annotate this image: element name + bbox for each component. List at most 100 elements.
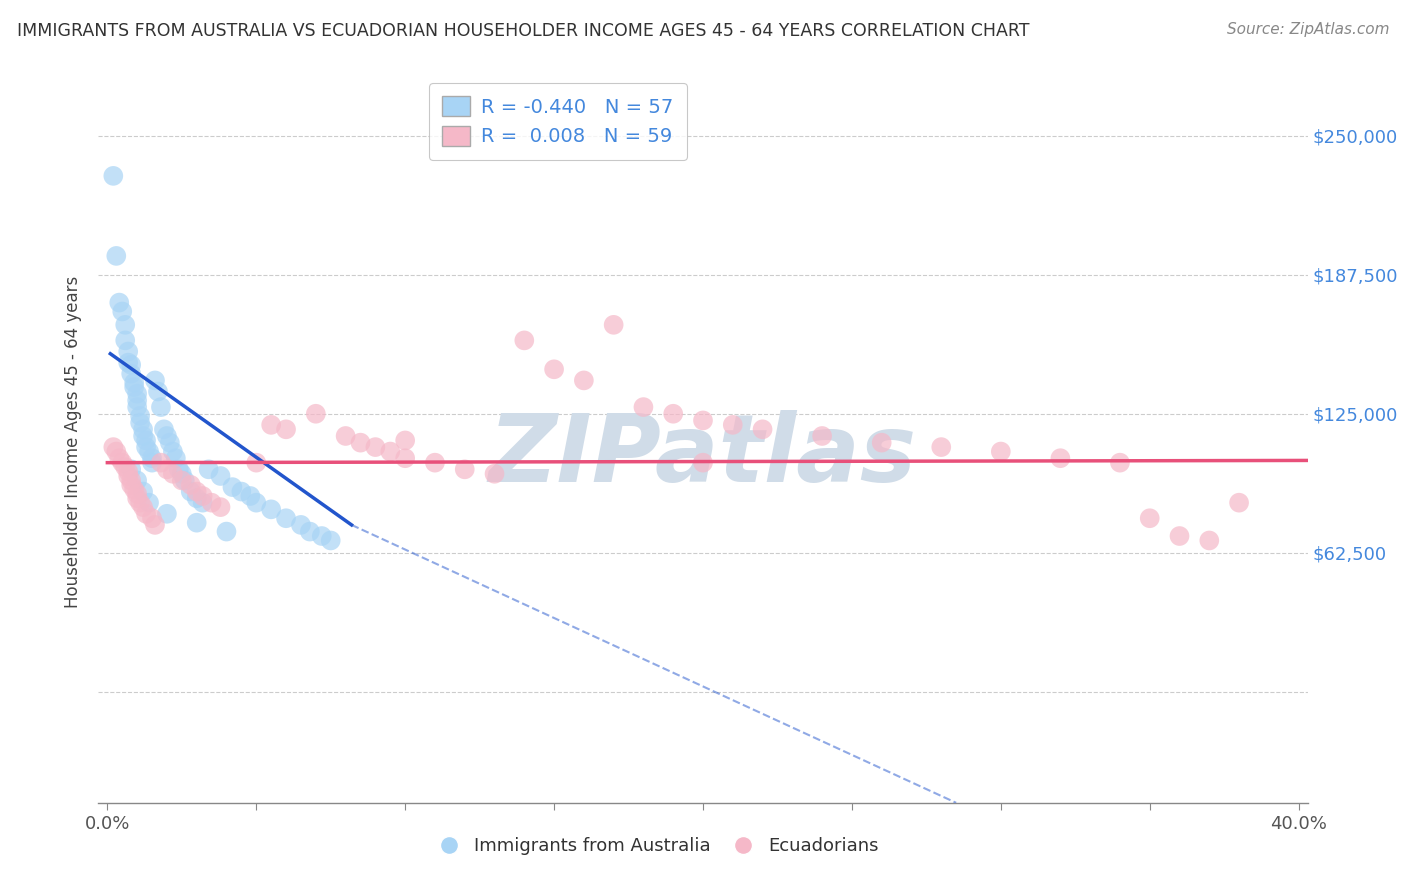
Point — [1049, 451, 1071, 466]
Point — [108, 451, 131, 466]
Point — [1198, 533, 1220, 548]
Point — [143, 373, 166, 387]
Point — [132, 429, 155, 443]
Point — [215, 524, 238, 539]
Point — [239, 489, 262, 503]
Point — [132, 422, 155, 436]
Point — [141, 451, 163, 466]
Point — [513, 334, 536, 348]
Point — [117, 344, 139, 359]
Point — [692, 456, 714, 470]
Point — [454, 462, 477, 476]
Point — [298, 524, 321, 539]
Point — [129, 496, 152, 510]
Point — [122, 376, 145, 390]
Point — [319, 533, 342, 548]
Point — [103, 440, 125, 454]
Point — [260, 417, 283, 432]
Point — [484, 467, 506, 481]
Point — [146, 384, 169, 399]
Point — [120, 478, 142, 492]
Point — [162, 444, 184, 458]
Point — [364, 440, 387, 454]
Point — [870, 435, 893, 450]
Point — [165, 451, 187, 466]
Point — [127, 386, 149, 401]
Point — [1227, 496, 1250, 510]
Point — [138, 496, 160, 510]
Point — [692, 413, 714, 427]
Point — [1109, 456, 1132, 470]
Point — [108, 295, 131, 310]
Point — [149, 400, 172, 414]
Point — [572, 373, 595, 387]
Point — [120, 367, 142, 381]
Point — [191, 489, 214, 503]
Point — [114, 334, 136, 348]
Point — [111, 304, 134, 318]
Point — [143, 517, 166, 532]
Point — [180, 478, 202, 492]
Point — [132, 484, 155, 499]
Point — [423, 456, 446, 470]
Point — [132, 500, 155, 515]
Point — [135, 507, 157, 521]
Point — [811, 429, 834, 443]
Point — [127, 487, 149, 501]
Point — [156, 507, 179, 521]
Point — [394, 434, 416, 448]
Point — [149, 456, 172, 470]
Point — [305, 407, 328, 421]
Point — [111, 456, 134, 470]
Text: IMMIGRANTS FROM AUSTRALIA VS ECUADORIAN HOUSEHOLDER INCOME AGES 45 - 64 YEARS CO: IMMIGRANTS FROM AUSTRALIA VS ECUADORIAN … — [17, 22, 1029, 40]
Point — [127, 393, 149, 408]
Point — [159, 435, 181, 450]
Point — [122, 380, 145, 394]
Point — [245, 496, 267, 510]
Point — [990, 444, 1012, 458]
Point — [543, 362, 565, 376]
Point — [173, 474, 195, 488]
Point — [117, 465, 139, 479]
Point — [186, 491, 208, 506]
Point — [751, 422, 773, 436]
Point — [129, 409, 152, 423]
Point — [231, 484, 253, 499]
Legend: Immigrants from Australia, Ecuadorians: Immigrants from Australia, Ecuadorians — [423, 830, 886, 863]
Text: Source: ZipAtlas.com: Source: ZipAtlas.com — [1226, 22, 1389, 37]
Point — [170, 467, 193, 481]
Point — [200, 496, 222, 510]
Point — [135, 440, 157, 454]
Point — [394, 451, 416, 466]
Point — [170, 474, 193, 488]
Point — [127, 474, 149, 488]
Point — [114, 460, 136, 475]
Point — [380, 444, 402, 458]
Point — [290, 517, 312, 532]
Point — [162, 467, 184, 481]
Text: ZIPatlas: ZIPatlas — [489, 410, 917, 502]
Point — [180, 484, 202, 499]
Point — [122, 483, 145, 497]
Point — [633, 400, 655, 414]
Point — [117, 356, 139, 370]
Point — [127, 400, 149, 414]
Point — [274, 511, 297, 525]
Point — [209, 500, 232, 515]
Point — [117, 469, 139, 483]
Point — [929, 440, 952, 454]
Point — [1139, 511, 1161, 525]
Point — [141, 456, 163, 470]
Point — [197, 462, 219, 476]
Point — [662, 407, 685, 421]
Point — [153, 422, 176, 436]
Point — [120, 358, 142, 372]
Point — [186, 484, 208, 499]
Point — [120, 462, 142, 476]
Point — [721, 417, 744, 432]
Point — [602, 318, 624, 332]
Y-axis label: Householder Income Ages 45 - 64 years: Householder Income Ages 45 - 64 years — [65, 276, 83, 607]
Point — [1168, 529, 1191, 543]
Point — [138, 444, 160, 458]
Point — [141, 511, 163, 525]
